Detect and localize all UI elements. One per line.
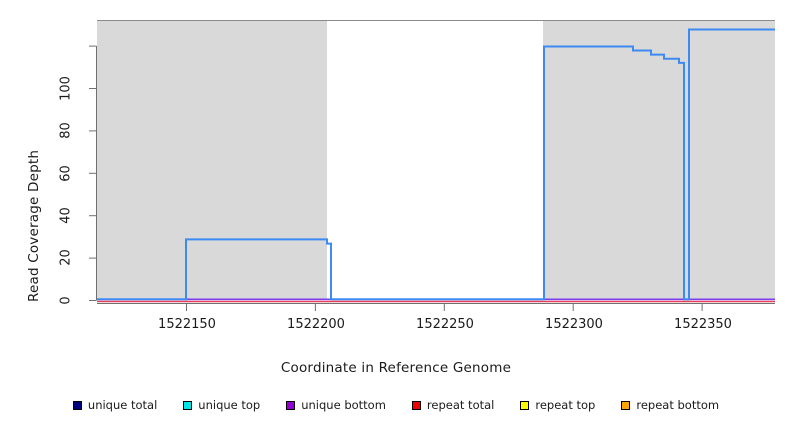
legend-item-repeat-top: repeat top: [520, 398, 595, 412]
legend-swatch-icon-unique-total: [72, 400, 82, 410]
legend-item-unique-bottom: unique bottom: [286, 398, 386, 412]
legend-swatch-icon-repeat-bottom: [621, 400, 631, 410]
legend-item-unique-top: unique top: [183, 398, 260, 412]
xtick-label-1522200: 1522200: [287, 317, 345, 332]
y-axis-title: Read Coverage Depth: [26, 149, 42, 302]
ytick-label-0: 0: [58, 296, 74, 305]
legend-label-repeat-top: repeat top: [535, 398, 596, 412]
xtick-label-1522250: 1522250: [416, 317, 474, 332]
legend-label-unique-top: unique top: [198, 398, 261, 412]
legend-label-unique-total: unique total: [87, 398, 158, 412]
shaded-region-left: [97, 20, 327, 300]
x-axis-title: Coordinate in Reference Genome: [280, 360, 512, 376]
ytick-label-60: 60: [58, 165, 74, 182]
ytick-label-100: 100: [58, 76, 74, 101]
ytick-label-20: 20: [58, 249, 74, 266]
x-axis: [97, 303, 775, 311]
legend-label-repeat-bottom: repeat bottom: [636, 398, 720, 412]
shaded-regions: [97, 20, 775, 300]
legend-item-repeat-total: repeat total: [411, 398, 495, 412]
shaded-region-right: [543, 20, 775, 300]
legend-swatch-icon-unique-top: [183, 400, 193, 410]
chart-legend: unique total unique top unique bottom re…: [0, 398, 792, 412]
legend-label-unique-bottom: unique bottom: [301, 398, 386, 412]
ytick-label-40: 40: [58, 207, 74, 224]
ytick-label-80: 80: [58, 122, 74, 139]
xtick-label-1522350: 1522350: [674, 317, 732, 332]
legend-item-repeat-bottom: repeat bottom: [621, 398, 719, 412]
y-axis: [89, 45, 97, 301]
legend-label-repeat-total: repeat total: [426, 398, 495, 412]
series-unique-total: [97, 28, 775, 301]
legend-swatch-icon-unique-bottom: [286, 400, 296, 410]
xtick-label-1522150: 1522150: [158, 317, 216, 332]
legend-swatch-icon-repeat-total: [411, 400, 421, 410]
legend-swatch-icon-repeat-top: [520, 400, 530, 410]
legend-item-unique-total: unique total: [72, 398, 158, 412]
xtick-label-1522300: 1522300: [545, 317, 603, 332]
